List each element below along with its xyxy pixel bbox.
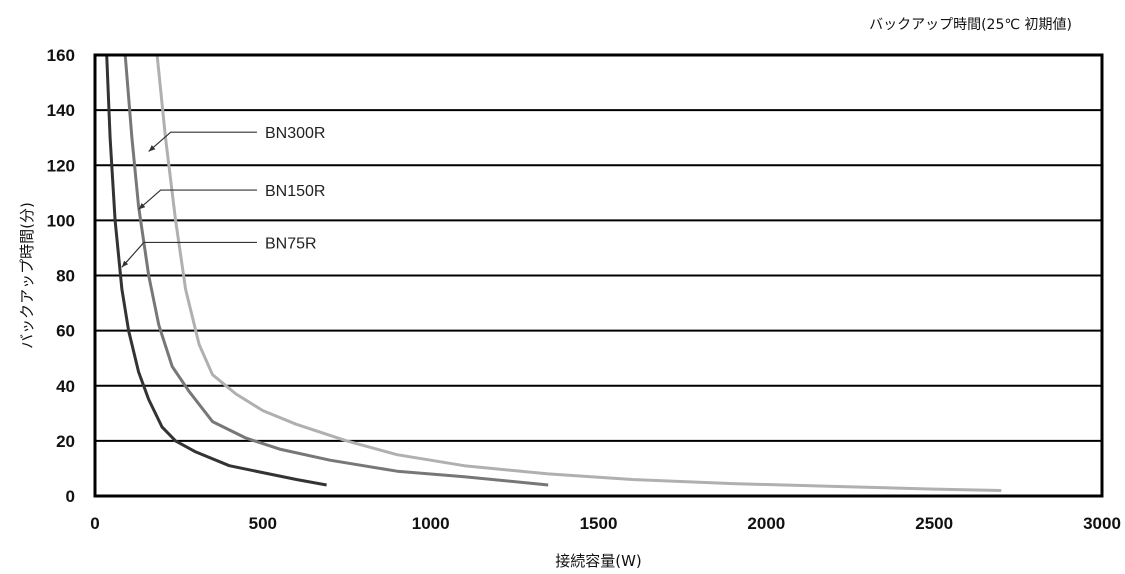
annotation-leader-line [138, 189, 257, 210]
chart-title: バックアップ時間(25℃ 初期値) [869, 16, 1072, 33]
annotations: BN300R BN150R BN75R [121, 125, 325, 268]
y-tick-label: 40 [56, 377, 75, 396]
plot-frame [93, 53, 1104, 498]
x-tick-labels: 0 500 1000 1500 2000 2500 3000 [90, 514, 1121, 533]
x-axis-label: 接続容量(W) [555, 552, 642, 570]
series-line-bn300r [155, 54, 1002, 492]
y-tick-label: 80 [56, 267, 75, 286]
y-tick-label: 140 [47, 101, 75, 120]
annotation-leader-line [148, 131, 257, 152]
annotation-label: BN75R [265, 235, 317, 252]
y-tick-label: 60 [56, 322, 75, 341]
y-tick-label: 20 [56, 432, 75, 451]
y-tick-label: 100 [47, 211, 75, 230]
x-tick-label: 2000 [747, 514, 785, 533]
series-lines [105, 54, 1002, 492]
series-line-bn150r [123, 54, 549, 487]
y-tick-label: 0 [66, 487, 75, 506]
x-tick-label: 1500 [580, 514, 618, 533]
annotation-arrowhead [121, 260, 129, 268]
series-line-bn75r [105, 54, 327, 487]
x-tick-label: 2500 [915, 514, 953, 533]
y-tick-labels: 0 20 40 60 80 100 120 140 160 [47, 46, 75, 506]
annotation-label: BN300R [265, 125, 325, 142]
grid-lines [95, 109, 1102, 442]
x-tick-label: 500 [249, 514, 277, 533]
annotation-leader-line [121, 241, 257, 268]
annotation-arrowhead [148, 145, 156, 152]
x-tick-label: 0 [90, 514, 99, 533]
y-tick-label: 160 [47, 46, 75, 65]
y-axis-label: バックアップ時間(分) [18, 202, 36, 349]
annotation-arrowhead [138, 203, 146, 210]
x-tick-label: 1000 [412, 514, 450, 533]
annotation-label: BN150R [265, 183, 325, 200]
x-tick-label: 3000 [1083, 514, 1121, 533]
y-tick-label: 120 [47, 156, 75, 175]
